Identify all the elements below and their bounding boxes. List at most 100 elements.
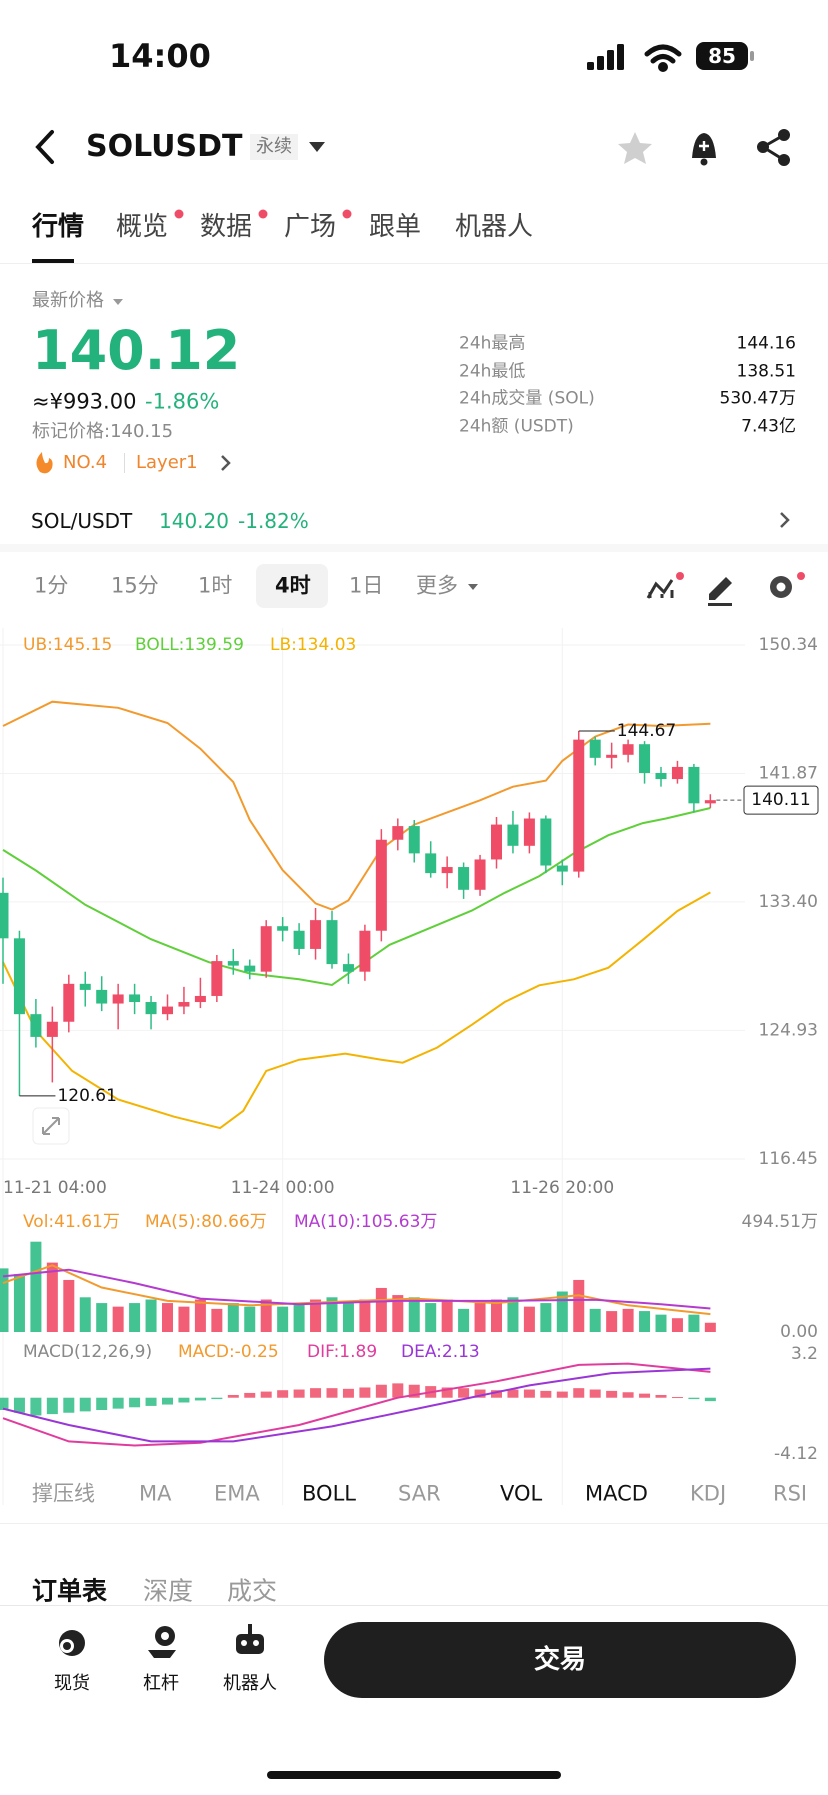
volume-bar: [46, 1262, 58, 1332]
volume-bar: [63, 1279, 75, 1332]
orderbook-tab[interactable]: 订单表: [32, 1576, 108, 1606]
sector[interactable]: Layer1: [136, 452, 198, 473]
legend-entry: UB:145.15: [23, 635, 112, 655]
expand-icon[interactable]: [32, 1107, 70, 1145]
volume-bar: [622, 1308, 634, 1332]
nav-label[interactable]: 杠杆: [143, 1673, 179, 1694]
volume-bar: [540, 1303, 552, 1332]
x-tick-label: 11-24 00:00: [231, 1178, 335, 1198]
candle-body: [523, 818, 535, 846]
indicator-tab[interactable]: KDJ: [690, 1481, 727, 1506]
macd-bar: [178, 1397, 190, 1403]
indicator-line: [2, 807, 711, 987]
chevron-icon[interactable]: [221, 455, 231, 471]
settings-icon[interactable]: [770, 572, 805, 598]
symbol[interactable]: SOLUSDT: [86, 129, 243, 164]
orderbook-tab[interactable]: 成交: [227, 1576, 278, 1606]
indicator-line: [2, 891, 711, 1130]
indicator-line: [2, 1362, 711, 1447]
stat-label: 24h最低: [459, 361, 526, 381]
indicator-tab[interactable]: BOLL: [302, 1481, 356, 1506]
macd-bar: [145, 1397, 157, 1406]
indicator-tab[interactable]: VOL: [500, 1481, 543, 1506]
macd-bar: [260, 1391, 272, 1398]
timeframe-tab[interactable]: 4时: [275, 573, 311, 598]
macd-bar: [392, 1383, 404, 1398]
volume-bar: [194, 1299, 206, 1332]
macd-bar: [227, 1394, 239, 1398]
indicator-tab[interactable]: RSI: [773, 1481, 808, 1506]
margin-icon[interactable]: [148, 1626, 176, 1658]
legend-entry: DIF:1.89: [307, 1342, 377, 1362]
volume-bar: [162, 1303, 173, 1332]
nav-tab[interactable]: 广场: [284, 212, 337, 242]
volume-bar: [79, 1297, 91, 1332]
robot-icon[interactable]: [236, 1624, 264, 1654]
charts: 11-21 04:00 11-24 00:00 11-26 20:00 150.34 1…: [0, 209, 819, 1505]
nav-tab[interactable]: 机器人: [455, 212, 534, 242]
nav-tab[interactable]: 数据: [200, 212, 253, 242]
pair-name[interactable]: SOL/USDT: [31, 509, 133, 533]
candle-body: [655, 773, 667, 780]
indicator-tab[interactable]: MA: [139, 1481, 172, 1506]
y-tick-label: 3.2: [791, 1344, 818, 1364]
nav-tab[interactable]: 概览: [116, 212, 169, 242]
volume-bar: [425, 1303, 437, 1332]
timeframe-tab[interactable]: 1日: [349, 573, 384, 598]
indicator-icon[interactable]: [646, 572, 684, 599]
macd-bar: [79, 1397, 91, 1412]
rank[interactable]: NO.4: [63, 452, 108, 473]
orderbook-tab[interactable]: 深度: [143, 1576, 194, 1606]
legend-entry: Vol:41.61万: [23, 1212, 120, 1232]
nav-label[interactable]: 机器人: [223, 1673, 277, 1694]
macd-bar: [589, 1389, 601, 1398]
candle-body: [162, 1006, 173, 1015]
mark-price: 标记价格:140.15: [32, 421, 174, 442]
volume-bar: [655, 1314, 667, 1332]
back-icon[interactable]: [35, 130, 54, 164]
candle-body: [260, 926, 272, 972]
volume-bar: [326, 1297, 338, 1332]
trade-label[interactable]: 交易: [533, 1645, 587, 1675]
low-label: 120.61: [57, 1086, 116, 1106]
spot-icon[interactable]: [59, 1630, 85, 1656]
dropdown-icon[interactable]: [113, 299, 123, 305]
volume-bar: [13, 1274, 25, 1332]
trade-button[interactable]: [324, 1622, 796, 1698]
candle-body: [671, 766, 683, 780]
volume-bar: [589, 1308, 601, 1332]
indicator-tab[interactable]: 撑压线: [32, 1481, 95, 1506]
timeframe-tab[interactable]: 1分: [34, 573, 69, 598]
nav-tab[interactable]: 行情: [32, 212, 85, 242]
macd-bar: [375, 1384, 387, 1398]
bell-icon[interactable]: [692, 133, 716, 166]
candle-body: [639, 744, 651, 774]
candle-body: [244, 965, 256, 972]
dropdown-icon[interactable]: [468, 584, 478, 590]
nav-label[interactable]: 现货: [54, 1673, 90, 1694]
draw-icon[interactable]: [708, 577, 732, 606]
chevron-icon[interactable]: [780, 512, 790, 528]
candle-body: [589, 739, 601, 758]
volume-bar: [507, 1297, 519, 1332]
indicator-tab[interactable]: EMA: [214, 1481, 260, 1506]
star-icon[interactable]: [618, 132, 652, 164]
candle-body: [310, 920, 322, 949]
legend-entry: MACD:-0.25: [178, 1342, 279, 1362]
indicator-tab[interactable]: SAR: [398, 1481, 441, 1506]
dropdown-icon[interactable]: [309, 142, 325, 152]
macd-bar: [639, 1393, 651, 1398]
share-icon[interactable]: [757, 129, 790, 166]
volume-bar: [112, 1306, 124, 1332]
candle-body: [326, 920, 338, 965]
candle-body: [293, 930, 305, 949]
candle-body: [556, 865, 568, 872]
macd-bar: [96, 1397, 108, 1411]
timeframe-tab[interactable]: 更多: [416, 573, 458, 598]
divider: [0, 263, 828, 264]
nav-tab[interactable]: 跟单: [369, 212, 422, 242]
indicator-tab[interactable]: MACD: [585, 1481, 648, 1506]
timeframe-tab[interactable]: 1时: [198, 573, 233, 598]
timeframe-tab[interactable]: 15分: [111, 573, 159, 598]
